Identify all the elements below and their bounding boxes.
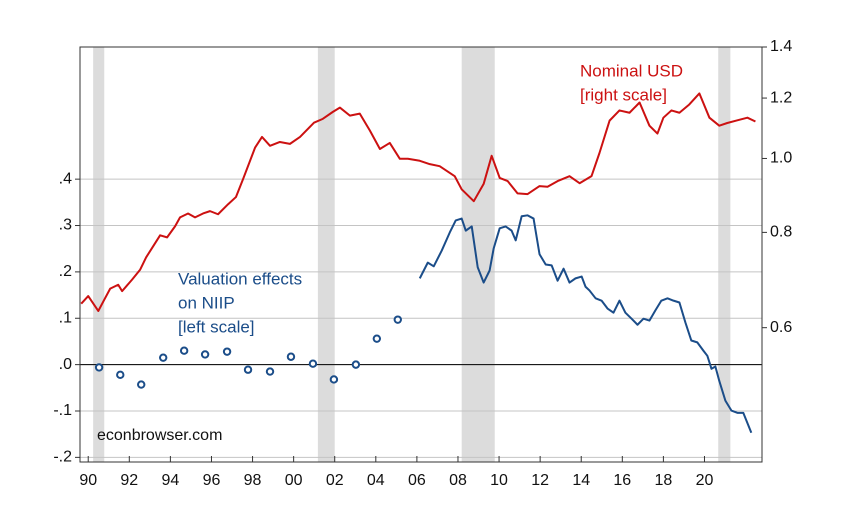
x-tick-label: 04 <box>367 472 385 489</box>
marker <box>222 347 232 356</box>
marker <box>308 359 318 368</box>
y-tick-label: .0 <box>59 356 72 373</box>
x-tick-label: 98 <box>244 472 262 489</box>
y-tick-label: -.1 <box>53 402 72 419</box>
x-tick-label: 12 <box>531 472 549 489</box>
marker <box>179 346 189 355</box>
recession-shade <box>718 47 731 462</box>
x-tick-label: 96 <box>203 472 221 489</box>
series-label: [left scale] <box>178 317 255 336</box>
marker <box>200 350 210 359</box>
y2-tick-label: 0.8 <box>770 224 792 241</box>
marker <box>116 370 125 380</box>
recession-shade <box>93 47 105 462</box>
marker <box>393 315 402 324</box>
marker <box>329 375 339 384</box>
line-series <box>418 214 753 434</box>
y2-tick-label: 1.2 <box>770 89 792 106</box>
x-tick-label: 92 <box>120 472 138 489</box>
x-tick-label: 90 <box>79 472 97 489</box>
line-series <box>80 92 756 312</box>
marker <box>351 360 361 369</box>
y-tick-label: .4 <box>59 170 72 187</box>
x-tick-label: 08 <box>449 472 467 489</box>
x-tick-label: 18 <box>654 472 672 489</box>
x-tick-label: 14 <box>572 472 590 489</box>
marker <box>372 334 382 343</box>
y2-tick-label: 1.4 <box>770 38 792 55</box>
y2-tick-label: 0.6 <box>770 319 792 336</box>
y2-tick-label: 1.0 <box>770 150 792 167</box>
marker <box>265 367 275 376</box>
y-tick-label: -.2 <box>53 449 72 466</box>
series-label: Nominal USD <box>580 61 683 80</box>
y-tick-label: .3 <box>59 217 72 234</box>
recession-shade <box>317 47 335 462</box>
y-tick-label: .1 <box>59 309 72 326</box>
x-tick-label: 20 <box>696 472 714 489</box>
marker <box>158 353 168 362</box>
x-tick-label: 10 <box>490 472 508 489</box>
x-tick-label: 16 <box>613 472 631 489</box>
series-label: on NIIP <box>178 293 235 312</box>
recession-shade <box>461 47 495 462</box>
x-tick-label: 00 <box>285 472 303 489</box>
marker <box>243 365 253 374</box>
y-tick-label: .2 <box>59 263 72 280</box>
marker <box>286 352 296 361</box>
marker <box>94 363 104 372</box>
marker <box>137 380 146 389</box>
annotation: econbrowser.com <box>97 427 222 444</box>
x-tick-label: 02 <box>326 472 344 489</box>
plot-frame <box>79 46 763 463</box>
x-tick-label: 06 <box>408 472 426 489</box>
series-label: Valuation effects <box>178 269 302 288</box>
series-label: [right scale] <box>580 85 667 104</box>
x-tick-label: 94 <box>161 472 179 489</box>
